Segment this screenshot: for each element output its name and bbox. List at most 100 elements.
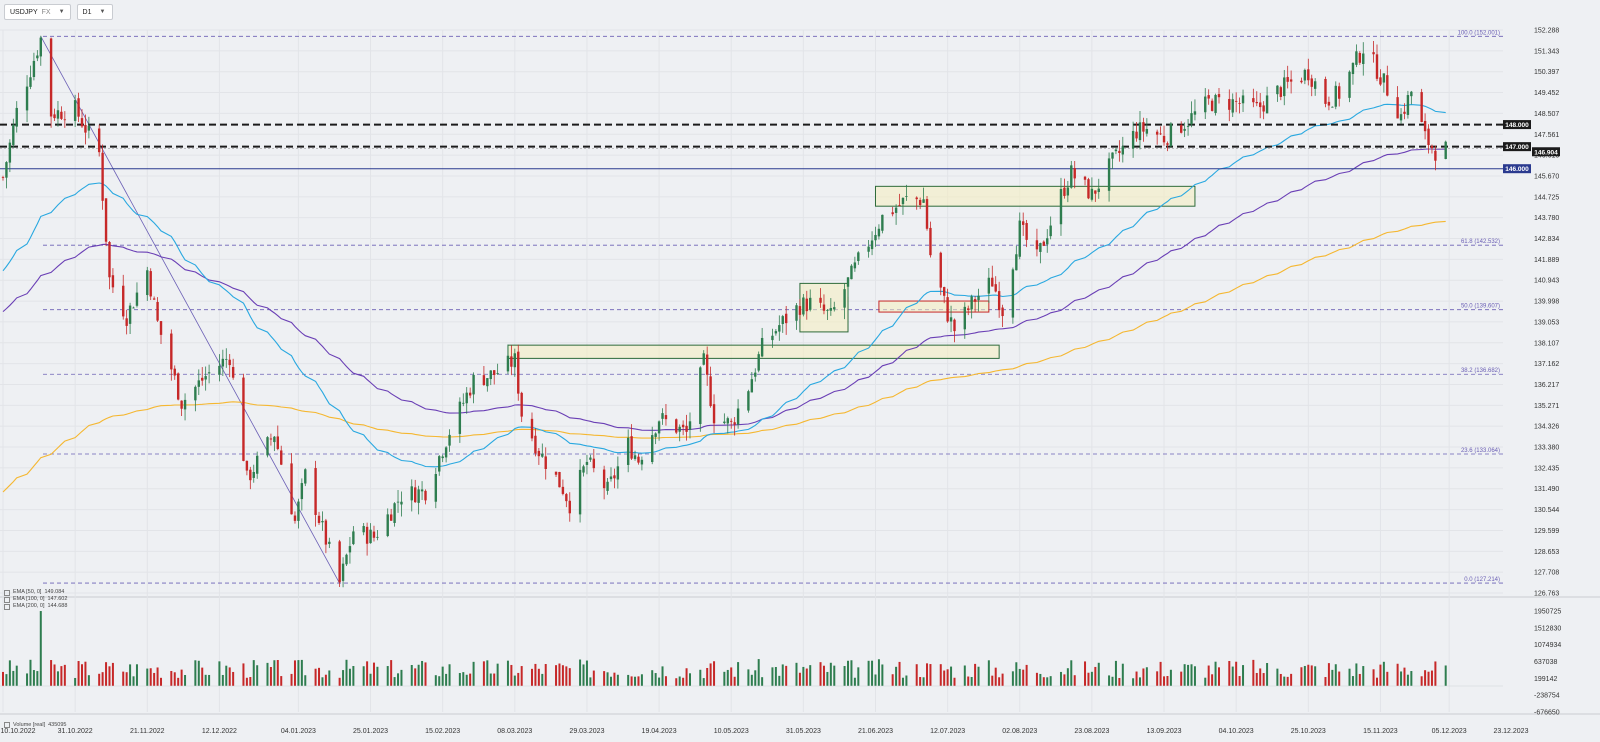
volume-bar[interactable] bbox=[658, 677, 661, 686]
candle-body[interactable] bbox=[1444, 141, 1447, 160]
candle-body[interactable] bbox=[1015, 254, 1018, 271]
candle-body[interactable] bbox=[242, 377, 245, 461]
volume-bar[interactable] bbox=[1108, 675, 1111, 686]
candle-body[interactable] bbox=[809, 297, 812, 310]
candle-body[interactable] bbox=[681, 424, 685, 428]
candle-body[interactable] bbox=[1083, 176, 1087, 180]
volume-bar[interactable] bbox=[1039, 673, 1042, 686]
volume-bar[interactable] bbox=[706, 667, 709, 686]
volume-bar[interactable] bbox=[1410, 671, 1413, 686]
volume-bar[interactable] bbox=[81, 664, 84, 686]
candle-body[interactable] bbox=[441, 456, 444, 459]
candle-body[interactable] bbox=[857, 252, 860, 262]
volume-bar[interactable] bbox=[50, 660, 53, 686]
volume-bar[interactable] bbox=[1430, 670, 1433, 686]
volume-bar[interactable] bbox=[352, 666, 355, 686]
volume-bar[interactable] bbox=[685, 668, 688, 686]
volume-bar[interactable] bbox=[369, 673, 372, 686]
candle-body[interactable] bbox=[1327, 101, 1331, 106]
volume-bar[interactable] bbox=[434, 675, 437, 686]
candle-body[interactable] bbox=[1001, 307, 1004, 317]
volume-bar[interactable] bbox=[1355, 663, 1358, 686]
volume-bar[interactable] bbox=[637, 676, 640, 686]
volume-bar[interactable] bbox=[953, 677, 956, 686]
candle-body[interactable] bbox=[977, 295, 980, 301]
volume-bar[interactable] bbox=[946, 669, 949, 686]
candle-body[interactable] bbox=[36, 55, 39, 59]
indicator-ema200[interactable]: EMA [200, 0] 144.688 bbox=[4, 603, 67, 610]
candle-body[interactable] bbox=[1021, 221, 1025, 225]
candle-body[interactable] bbox=[1406, 95, 1410, 115]
candle-body[interactable] bbox=[1307, 69, 1310, 81]
candle-body[interactable] bbox=[1039, 243, 1042, 252]
volume-bar[interactable] bbox=[1121, 663, 1124, 686]
volume-bar[interactable] bbox=[421, 660, 424, 686]
volume-bar[interactable] bbox=[1011, 671, 1014, 686]
volume-bar[interactable] bbox=[682, 677, 685, 686]
volume-bar[interactable] bbox=[77, 661, 80, 686]
volume-bar[interactable] bbox=[850, 660, 853, 686]
candle-body[interactable] bbox=[128, 305, 132, 324]
volume-bar[interactable] bbox=[293, 660, 296, 686]
candle-body[interactable] bbox=[1379, 77, 1382, 85]
candle-body[interactable] bbox=[544, 456, 547, 470]
candle-body[interactable] bbox=[458, 401, 462, 434]
candle-body[interactable] bbox=[77, 98, 80, 117]
candle-body[interactable] bbox=[554, 471, 558, 475]
candle-body[interactable] bbox=[197, 380, 200, 387]
volume-bar[interactable] bbox=[1382, 661, 1385, 686]
candle-body[interactable] bbox=[805, 298, 808, 312]
candle-body[interactable] bbox=[25, 86, 29, 111]
volume-bar[interactable] bbox=[8, 660, 11, 686]
candle-body[interactable] bbox=[276, 436, 279, 449]
volume-bar[interactable] bbox=[1214, 661, 1217, 686]
candle-body[interactable] bbox=[1204, 96, 1207, 113]
candle-body[interactable] bbox=[578, 469, 582, 515]
candle-body[interactable] bbox=[1070, 165, 1073, 188]
volume-bar[interactable] bbox=[699, 669, 702, 686]
candle-body[interactable] bbox=[1049, 225, 1052, 237]
volume-bar[interactable] bbox=[218, 661, 221, 686]
candle-body[interactable] bbox=[12, 124, 15, 145]
volume-bar[interactable] bbox=[761, 677, 764, 686]
volume-bar[interactable] bbox=[252, 660, 255, 686]
candle-body[interactable] bbox=[1289, 79, 1293, 82]
candle-body[interactable] bbox=[1025, 223, 1028, 240]
candle-body[interactable] bbox=[341, 563, 345, 581]
candle-body[interactable] bbox=[345, 554, 348, 565]
volume-bar[interactable] bbox=[520, 666, 523, 686]
volume-bar[interactable] bbox=[410, 665, 413, 686]
candle-body[interactable] bbox=[589, 457, 592, 460]
candle-body[interactable] bbox=[929, 227, 932, 256]
volume-bar[interactable] bbox=[249, 677, 252, 686]
volume-bar[interactable] bbox=[53, 664, 56, 686]
volume-bar[interactable] bbox=[1180, 671, 1183, 686]
candle-body[interactable] bbox=[1430, 145, 1434, 149]
candle-body[interactable] bbox=[826, 310, 829, 312]
volume-bar[interactable] bbox=[111, 662, 114, 686]
volume-bar[interactable] bbox=[1132, 678, 1135, 686]
volume-bar[interactable] bbox=[194, 660, 197, 686]
volume-bar[interactable] bbox=[170, 670, 173, 686]
volume-bar[interactable] bbox=[1279, 673, 1282, 686]
candle-body[interactable] bbox=[517, 351, 520, 394]
volume-bar[interactable] bbox=[414, 668, 417, 686]
volume-bar[interactable] bbox=[1400, 671, 1403, 686]
candle-body[interactable] bbox=[561, 486, 565, 494]
candle-body[interactable] bbox=[1423, 120, 1427, 132]
volume-bar[interactable] bbox=[256, 665, 259, 686]
candle-body[interactable] bbox=[1210, 100, 1214, 111]
volume-bar[interactable] bbox=[987, 660, 990, 686]
candle-body[interactable] bbox=[901, 197, 905, 205]
volume-bar[interactable] bbox=[891, 674, 894, 686]
volume-bar[interactable] bbox=[132, 676, 135, 686]
candle-body[interactable] bbox=[640, 459, 644, 465]
volume-bar[interactable] bbox=[994, 667, 997, 686]
candle-body[interactable] bbox=[894, 207, 898, 213]
volume-bar[interactable] bbox=[1372, 669, 1375, 686]
volume-bar[interactable] bbox=[338, 677, 341, 686]
volume-bar[interactable] bbox=[493, 673, 496, 686]
volume-bar[interactable] bbox=[1238, 676, 1241, 686]
volume-bar[interactable] bbox=[276, 660, 279, 686]
